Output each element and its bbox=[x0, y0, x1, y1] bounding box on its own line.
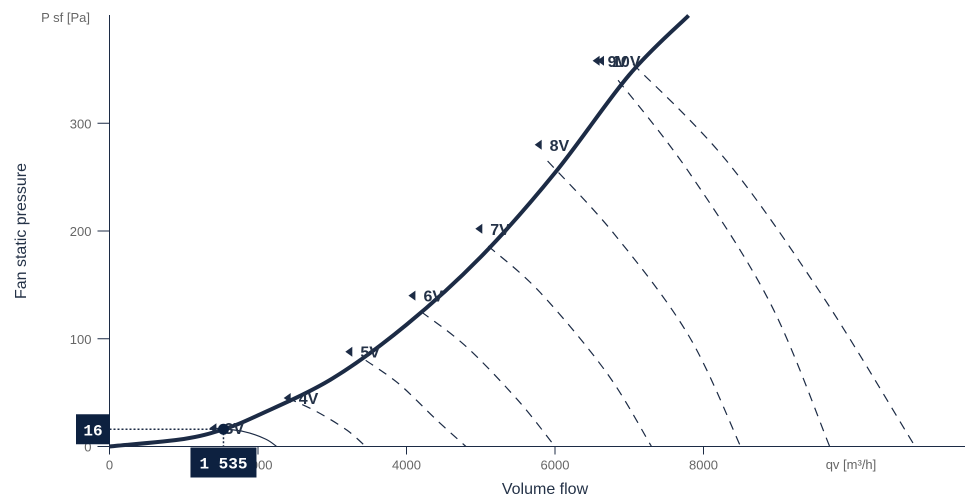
voltage-label-6v: 6V bbox=[423, 289, 443, 306]
operating-point-group: 16 1 535 bbox=[76, 414, 257, 478]
voltage-label-5v: 5V bbox=[360, 345, 380, 362]
operating-point-y-label: 16 bbox=[83, 422, 102, 440]
fan-curve-10v bbox=[632, 63, 916, 447]
operating-point bbox=[217, 423, 229, 435]
system-curves bbox=[109, 14, 691, 449]
voltage-marker-9v-icon bbox=[592, 55, 600, 66]
voltage-marker-5v-icon bbox=[345, 346, 353, 357]
y-axis-title: Fan static pressure bbox=[13, 163, 30, 299]
x-tick-label: 4000 bbox=[392, 458, 421, 473]
voltage-label-10v: 10V bbox=[612, 54, 641, 71]
operating-point-x-label: 1 535 bbox=[199, 456, 247, 474]
y-tick-label: 300 bbox=[70, 116, 92, 131]
voltage-marker-7v-icon bbox=[475, 223, 483, 234]
fan-curve-4v bbox=[287, 397, 367, 447]
y-unit-label: P sf [Pa] bbox=[41, 10, 90, 25]
system-curve bbox=[109, 14, 691, 449]
fan-curves bbox=[214, 63, 916, 447]
voltage-marker-6v-icon bbox=[408, 290, 416, 301]
fan-curve-6v bbox=[420, 311, 556, 447]
voltage-label-8v: 8V bbox=[550, 138, 570, 155]
axes bbox=[109, 15, 965, 447]
fan-curve-9v bbox=[617, 79, 831, 447]
voltage-marker-3v-icon bbox=[209, 423, 217, 434]
voltage-marker-8v-icon bbox=[534, 139, 542, 150]
operating-point-x-badge bbox=[190, 447, 257, 478]
x-tick-label: 6000 bbox=[541, 458, 570, 473]
fan-curve-8v bbox=[547, 160, 742, 447]
operating-point-y-badge bbox=[76, 414, 110, 445]
x-tick-label: 8000 bbox=[689, 458, 718, 473]
fan-curve-5v bbox=[365, 359, 467, 447]
x-tick-label: 0 bbox=[106, 458, 113, 473]
fan-curve-7v bbox=[487, 245, 653, 447]
voltage-label-4v: 4V bbox=[299, 391, 319, 408]
voltage-marker-10v-icon bbox=[597, 55, 604, 66]
x-unit-label: qv [m³/h] bbox=[826, 457, 877, 472]
x-axis-title: Volume flow bbox=[502, 481, 589, 498]
y-tick-label: 0 bbox=[84, 440, 91, 455]
voltage-label-3v: 3V bbox=[224, 421, 244, 438]
voltage-marker-4v-icon bbox=[283, 393, 291, 403]
y-tick-label: 100 bbox=[70, 332, 92, 347]
voltage-label-7v: 7V bbox=[490, 222, 510, 239]
y-tick-label: 200 bbox=[70, 224, 92, 239]
voltage-label-9v: 9V bbox=[608, 54, 628, 71]
